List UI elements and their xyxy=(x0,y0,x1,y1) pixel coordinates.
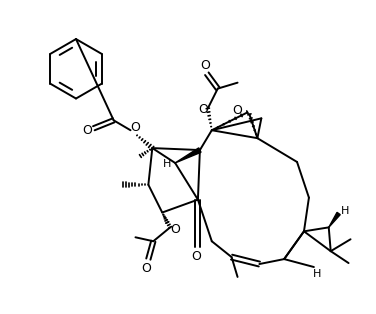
Text: H: H xyxy=(313,269,321,279)
Text: O: O xyxy=(198,103,208,116)
Polygon shape xyxy=(329,212,340,227)
Text: O: O xyxy=(191,250,201,263)
Text: O: O xyxy=(170,223,180,236)
Text: H: H xyxy=(163,159,171,169)
Text: O: O xyxy=(82,124,92,137)
Text: O: O xyxy=(233,104,243,117)
Text: H: H xyxy=(340,206,349,215)
Text: O: O xyxy=(200,59,210,72)
Polygon shape xyxy=(175,148,201,163)
Text: O: O xyxy=(130,121,140,134)
Text: O: O xyxy=(141,262,151,274)
